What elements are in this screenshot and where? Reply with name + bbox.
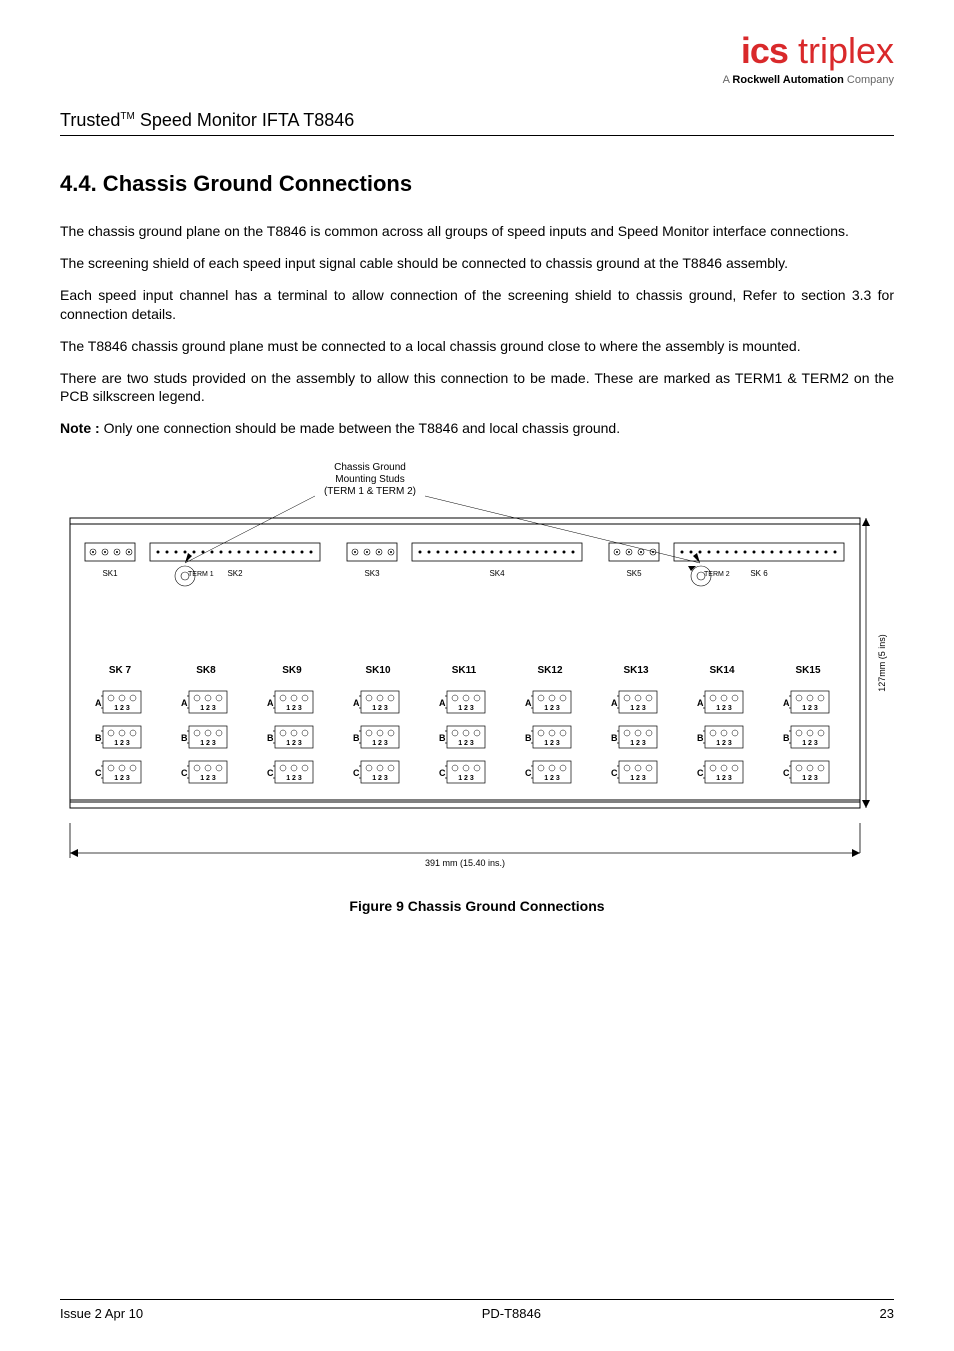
term1-label: TERM 1	[188, 571, 214, 578]
terminal-numbers: 1 2 3	[458, 740, 474, 747]
row-letter: C	[95, 768, 102, 778]
diagram-title: Chassis Ground	[334, 462, 406, 473]
row-letter: A	[267, 698, 274, 708]
terminal-numbers: 1 2 3	[372, 775, 388, 782]
row-letter: A	[439, 698, 446, 708]
terminal-numbers: 1 2 3	[630, 740, 646, 747]
terminal-numbers: 1 2 3	[716, 705, 732, 712]
row-letter: A	[525, 698, 532, 708]
logo-tagline: A Rockwell Automation Company	[723, 74, 894, 86]
terminal-numbers: 1 2 3	[630, 775, 646, 782]
footer-center: PD-T8846	[482, 1306, 541, 1321]
sk-label: SK8	[196, 665, 216, 676]
row-letter: B	[525, 733, 532, 743]
row-letter: C	[267, 768, 274, 778]
sk5-label: SK5	[626, 569, 642, 578]
paragraph: Each speed input channel has a terminal …	[60, 286, 894, 322]
terminal-numbers: 1 2 3	[544, 775, 560, 782]
term2-label: TERM 2	[704, 571, 730, 578]
row-letter: A	[697, 698, 704, 708]
terminal-numbers: 1 2 3	[802, 705, 818, 712]
paragraph: There are two studs provided on the asse…	[60, 369, 894, 405]
terminal-numbers: 1 2 3	[114, 740, 130, 747]
row-letter: C	[439, 768, 446, 778]
width-label: 391 mm (15.40 ins.)	[425, 858, 505, 868]
row-letter: C	[353, 768, 360, 778]
paragraph: The T8846 chassis ground plane must be c…	[60, 337, 894, 355]
terminal-numbers: 1 2 3	[802, 775, 818, 782]
section-heading: 4.4. Chassis Ground Connections	[60, 171, 894, 197]
sk3-label: SK3	[364, 569, 380, 578]
footer-left: Issue 2 Apr 10	[60, 1306, 143, 1321]
row-letter: B	[783, 733, 790, 743]
row-letter: C	[783, 768, 790, 778]
row-letter: A	[611, 698, 618, 708]
logo-text: ics triplex	[723, 30, 894, 72]
row-letter: B	[95, 733, 102, 743]
terminal-numbers: 1 2 3	[458, 705, 474, 712]
sk6-dots	[681, 550, 837, 553]
row-letter: B	[611, 733, 618, 743]
terminal-numbers: 1 2 3	[286, 740, 302, 747]
terminal-numbers: 1 2 3	[114, 775, 130, 782]
sk-label: SK10	[365, 665, 390, 676]
terminal-numbers: 1 2 3	[372, 705, 388, 712]
sk4-dots	[419, 550, 575, 553]
diagram-title-2: Mounting Studs	[335, 474, 405, 485]
row-letter: B	[267, 733, 274, 743]
terminal-numbers: 1 2 3	[544, 705, 560, 712]
height-label: 127mm (5 ins)	[877, 634, 887, 692]
sk6-label: SK 6	[750, 569, 768, 578]
sk-label: SK 7	[109, 665, 132, 676]
sk4-label: SK4	[489, 569, 505, 578]
terminal-numbers: 1 2 3	[716, 740, 732, 747]
terminal-numbers: 1 2 3	[802, 740, 818, 747]
terminal-numbers: 1 2 3	[200, 705, 216, 712]
row-letter: A	[783, 698, 790, 708]
paragraph: The screening shield of each speed input…	[60, 254, 894, 272]
terminal-numbers: 1 2 3	[200, 740, 216, 747]
logo: ics triplex A Rockwell Automation Compan…	[723, 30, 894, 86]
sk2-dots	[157, 550, 313, 553]
row-letter: C	[181, 768, 188, 778]
sk2-label: SK2	[227, 569, 243, 578]
note-paragraph: Note : Only one connection should be mad…	[60, 419, 894, 437]
row-letter: A	[95, 698, 102, 708]
sk-label: SK9	[282, 665, 302, 676]
sk1-label: SK1	[102, 569, 118, 578]
row-letter: B	[439, 733, 446, 743]
row-letter: B	[353, 733, 360, 743]
diagram-title-3: (TERM 1 & TERM 2)	[324, 486, 416, 497]
terminal-numbers: 1 2 3	[286, 705, 302, 712]
terminal-numbers: 1 2 3	[630, 705, 646, 712]
terminal-numbers: 1 2 3	[286, 775, 302, 782]
sk-label: SK14	[709, 665, 734, 676]
figure-caption: Figure 9 Chassis Ground Connections	[60, 898, 894, 914]
row-letter: A	[181, 698, 188, 708]
terminal-numbers: 1 2 3	[716, 775, 732, 782]
row-letter: C	[611, 768, 618, 778]
terminal-numbers: 1 2 3	[200, 775, 216, 782]
row-letter: B	[181, 733, 188, 743]
paragraph: The chassis ground plane on the T8846 is…	[60, 222, 894, 240]
sk-label: SK12	[537, 665, 562, 676]
row-letter: B	[697, 733, 704, 743]
terminal-numbers: 1 2 3	[114, 705, 130, 712]
sk-label: SK11	[452, 665, 477, 676]
sk-label: SK13	[623, 665, 648, 676]
footer-right: 23	[880, 1306, 894, 1321]
terminal-numbers: 1 2 3	[458, 775, 474, 782]
terminal-numbers: 1 2 3	[372, 740, 388, 747]
sk-label: SK15	[795, 665, 820, 676]
row-letter: C	[525, 768, 532, 778]
row-letter: C	[697, 768, 704, 778]
chassis-diagram: Chassis Ground Mounting Studs (TERM 1 & …	[60, 458, 894, 888]
terminal-numbers: 1 2 3	[544, 740, 560, 747]
row-letter: A	[353, 698, 360, 708]
footer: Issue 2 Apr 10 PD-T8846 23	[60, 1299, 894, 1321]
